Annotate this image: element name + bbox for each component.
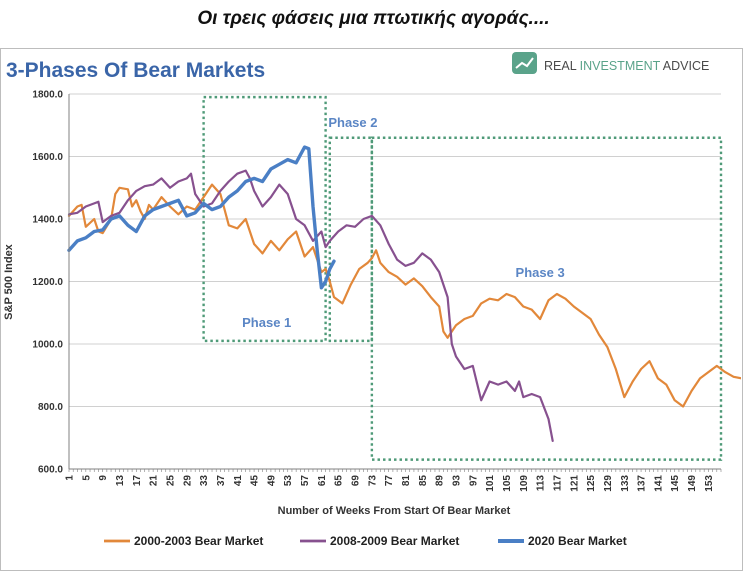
x-axis-label: Number of Weeks From Start Of Bear Marke… [278,505,511,517]
legend-label-2: 2008-2009 Bear Market [330,534,459,548]
brand-name-investment: INVESTMENT [580,59,661,73]
x-tick-label: 25 [165,475,176,487]
series-line-3 [67,145,336,290]
x-tick-label: 57 [300,475,311,487]
legend-label-3: 2020 Bear Market [528,534,627,548]
y-axis-label: S&P 500 Index [3,243,15,319]
y-tick-labels: 600.0 800.0 1000.0 1200.0 1400.0 1600.0 1800.0 [32,90,63,476]
x-tick-label: 109 [519,475,530,492]
x-tick-label: 49 [266,475,277,487]
x-tick-labels: 1 5 9 13 17 21 25 29 33 37 41 45 49 53 57 61 65 69 73 77 81 8… [65,469,722,492]
phase-label-3: Phase 3 [516,265,565,280]
legend-label-1: 2000-2003 Bear Market [134,534,263,548]
x-tick-label: 29 [182,475,193,487]
phase-label-2: Phase 2 [328,115,377,130]
x-tick-label: 5 [81,475,92,481]
x-tick-label: 77 [384,475,395,487]
x-tick-label: 61 [317,475,328,487]
phase-label-1: Phase 1 [242,315,291,330]
series-lines [67,145,741,442]
y-tick-label: 600.0 [38,465,63,476]
x-tick-label: 137 [637,475,648,492]
x-tick-label: 69 [351,475,362,487]
x-tick-label: 105 [502,475,513,492]
brand-logo: REAL INVESTMENT ADVICE [512,52,709,74]
bear-market-chart: 3-Phases Of Bear Markets REAL INVESTMENT… [3,52,741,548]
y-tick-label: 1200.0 [32,277,63,288]
chart-icon-line [515,57,534,69]
brand-name-real: REAL [544,59,580,73]
x-tick-label: 117 [552,475,563,492]
x-tick-label: 53 [283,475,294,487]
x-tick-label: 93 [451,475,462,487]
x-tick-label: 141 [653,475,664,492]
x-tick-label: 21 [149,475,160,487]
x-tick-label: 129 [603,475,614,492]
phase-annotations: Phase 1 Phase 2 Phase 3 [202,95,723,461]
x-tick-label: 33 [199,475,210,487]
x-tick-label: 97 [468,475,479,487]
x-tick-label: 153 [704,475,715,492]
x-tick-label: 125 [586,475,597,492]
x-tick-label: 121 [569,475,580,492]
x-tick-label: 41 [233,475,244,487]
brand-name: REAL INVESTMENT ADVICE [544,59,709,73]
x-tick-label: 9 [98,475,109,481]
x-tick-label: 145 [670,475,681,492]
x-tick-label: 73 [367,475,378,487]
x-tick-label: 17 [132,475,143,487]
y-tick-label: 800.0 [38,402,63,413]
x-tick-label: 89 [435,475,446,487]
x-tick-label: 37 [216,475,227,487]
chart-legend: 2000-2003 Bear Market 2008-2009 Bear Mark… [104,534,627,548]
x-tick-label: 113 [536,475,547,492]
series-line-2 [67,169,554,442]
phase-box-1 [202,95,327,343]
x-tick-label: 133 [620,475,631,492]
x-tick-label: 65 [334,475,345,487]
phase-box-2 [328,136,374,343]
x-tick-label: 85 [418,475,429,487]
chart-icon [512,52,537,74]
x-tick-label: 101 [485,475,496,492]
x-tick-label: 81 [401,475,412,487]
y-tick-label: 1800.0 [32,90,63,101]
x-tick-label: 13 [115,475,126,487]
y-tick-label: 1000.0 [32,340,63,351]
gridlines [69,93,721,407]
chart-frame [0,48,743,571]
brand-name-advice: ADVICE [660,59,709,73]
x-tick-label: 149 [687,475,698,492]
y-tick-label: 1400.0 [32,215,63,226]
series-line-1 [67,183,741,408]
y-tick-label: 1600.0 [32,152,63,163]
x-tick-label: 1 [65,475,76,481]
x-tick-label: 45 [250,475,261,487]
page-caption: Οι τρεις φάσεις μια πτωτικής αγοράς.... [197,8,550,29]
chart-title: 3-Phases Of Bear Markets [6,59,265,82]
